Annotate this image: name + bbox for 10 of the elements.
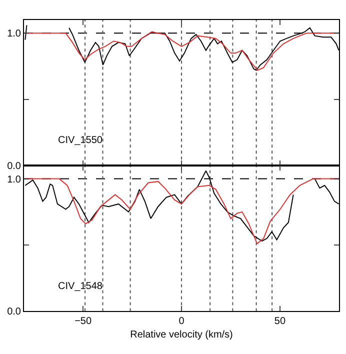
annotation: CIV_1548 — [58, 281, 103, 292]
x-tick-label: −50 — [74, 316, 92, 328]
annotation: CIV_1550 — [58, 135, 103, 146]
y-tick-label: 0.0 — [7, 161, 22, 172]
x-tick-label: 50 — [274, 316, 286, 328]
y-tick-label: 1.0 — [7, 28, 22, 40]
y-tick-label: 1.0 — [7, 174, 22, 186]
y-tick-label: 0.0 — [7, 306, 22, 318]
x-axis-title: Relative velocity (km/s) — [130, 330, 233, 341]
x-tick-label: 0 — [178, 316, 185, 328]
